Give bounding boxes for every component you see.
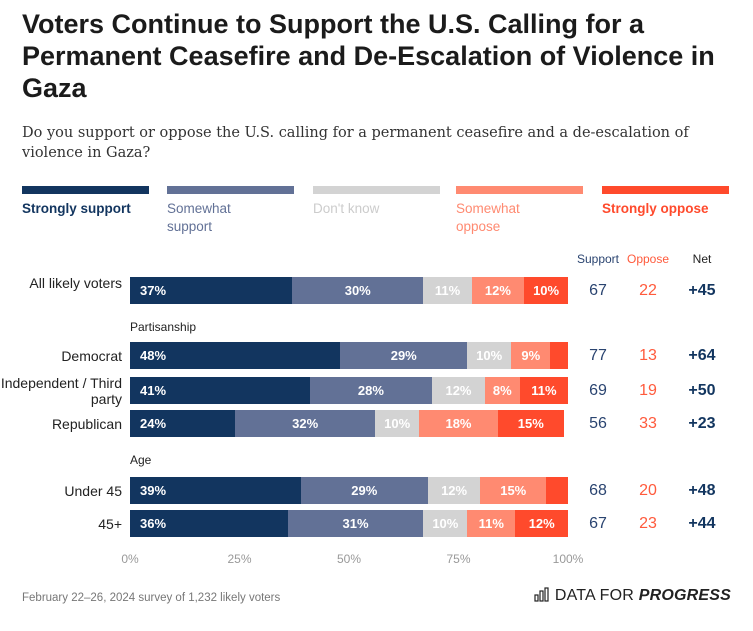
bar-segment: 24% [130, 410, 236, 437]
value-net: +48 [688, 482, 716, 499]
group-label: Partisanship [130, 320, 197, 334]
value-net: +64 [688, 347, 716, 364]
bar-segment: 12% [432, 377, 485, 404]
legend-label: Somewhat support [167, 201, 231, 234]
bar-segment: 31% [287, 510, 424, 537]
value-support: 56 [589, 415, 607, 432]
logo-text-regular: DATA FOR [554, 587, 635, 604]
bar-segment: 41% [130, 377, 310, 404]
column-header-net: Net [692, 252, 712, 266]
value-net: +50 [688, 382, 716, 399]
column-header-support: Support [576, 252, 620, 266]
bar-segment: 10% [524, 277, 568, 304]
legend-swatch [602, 186, 729, 194]
legend-swatch [22, 186, 149, 194]
row-label: Republican [51, 416, 122, 432]
legend-item: Strongly oppose [602, 186, 729, 218]
bar-segment: 48% [130, 342, 341, 369]
row-label: Democrat [61, 348, 122, 364]
bar-segment: 18% [419, 410, 498, 437]
value-oppose: 13 [639, 347, 657, 364]
legend-label: Don't know [313, 201, 380, 216]
value-oppose: 22 [639, 282, 657, 299]
bar-segment: 12% [515, 510, 568, 537]
bar-segment: 11% [467, 510, 516, 537]
chart-subtitle: Do you support or oppose the U.S. callin… [22, 125, 689, 161]
logo-text-bold: PROGRESS [638, 587, 731, 604]
bar-segment: 37% [130, 277, 293, 304]
row-label: Under 45 [64, 483, 122, 499]
value-support: 68 [589, 482, 607, 499]
legend-label: Strongly oppose [602, 201, 709, 216]
bar-segment: 9% [511, 342, 551, 369]
bar-segment [550, 342, 568, 369]
x-tick-label: 100% [552, 552, 584, 566]
value-oppose: 19 [639, 382, 657, 399]
bar-segment: 11% [519, 377, 568, 404]
legend-label: Strongly support [22, 201, 131, 216]
survey-note: February 22–26, 2024 survey of 1,232 lik… [22, 592, 281, 604]
bar-segment: 39% [130, 477, 301, 504]
row-label: All likely voters [29, 275, 122, 291]
legend-item: Don't know [313, 186, 440, 218]
legend-swatch [313, 186, 440, 194]
value-support: 67 [589, 282, 607, 299]
value-net: +45 [688, 282, 716, 299]
value-oppose: 23 [639, 515, 657, 532]
bar-segment [546, 477, 568, 504]
bar-segment: 8% [484, 377, 520, 404]
column-header-oppose: Oppose [626, 252, 670, 266]
legend-label: Somewhat oppose [456, 201, 520, 234]
legend-item: Strongly support [22, 186, 149, 218]
x-tick-label: 0% [121, 552, 139, 566]
legend-swatch [167, 186, 294, 194]
value-support: 67 [589, 515, 607, 532]
bar-segment: 10% [375, 410, 420, 437]
bar-chart-icon [534, 587, 549, 602]
bar-segment: 29% [300, 477, 428, 504]
chart-title: Voters Continue to Support the U.S. Call… [22, 9, 715, 103]
group-label: Age [130, 453, 152, 467]
x-tick-label: 25% [227, 552, 252, 566]
value-net: +44 [688, 515, 716, 532]
bar-segment: 36% [130, 510, 288, 537]
value-oppose: 33 [639, 415, 657, 432]
bar-segment: 10% [467, 342, 512, 369]
row-label: Independent / Third party [0, 375, 122, 407]
bar-segment: 12% [427, 477, 481, 504]
bar-segment: 11% [423, 277, 472, 304]
bar-segment: 10% [423, 510, 468, 537]
value-support: 77 [589, 347, 607, 364]
legend-item: Somewhat support [167, 186, 294, 236]
bar-segment: 32% [235, 410, 376, 437]
value-oppose: 20 [639, 482, 657, 499]
bar-segment: 28% [309, 377, 433, 404]
row-label: 45+ [98, 516, 122, 532]
x-tick-label: 75% [446, 552, 471, 566]
value-support: 69 [589, 382, 607, 399]
bar-segment: 29% [340, 342, 468, 369]
logo: DATA FOR PROGRESS [534, 587, 731, 605]
bar-segment: 15% [497, 410, 564, 437]
bar-segment: 12% [471, 277, 525, 304]
legend-item: Somewhat oppose [456, 186, 583, 236]
value-net: +23 [688, 415, 716, 432]
bar-segment: 15% [480, 477, 547, 504]
legend-swatch [456, 186, 583, 194]
bar-segment: 30% [292, 277, 424, 304]
x-tick-label: 50% [336, 552, 362, 566]
